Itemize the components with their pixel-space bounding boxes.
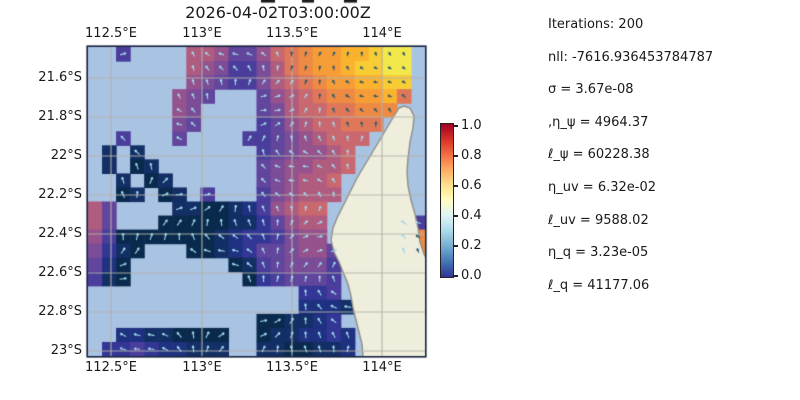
colorbar-tick-label-4: 0.2 [461,238,482,253]
colorbar-tick-label-0: 1.0 [461,118,482,133]
colorbar-tick-label-5: 0.0 [461,268,482,283]
x-tick-top-3: 114°E [362,26,402,41]
y-tick-0: 21.6°S [38,70,82,85]
x-tick-bottom-1: 113°E [182,360,222,375]
colorbar-tick-mark [454,275,458,277]
y-tick-5: 22.6°S [38,265,82,280]
y-tick-4: 22.4°S [38,226,82,241]
colorbar-tick-label-3: 0.4 [461,208,482,223]
x-tick-top-1: 113°E [182,26,222,41]
x-tick-bottom-3: 114°E [362,360,402,375]
stat-sigma: σ = 3.67e-08 [548,82,634,97]
stat-l-q: ℓ_q = 41177.06 [548,278,650,293]
colorbar-tick-mark [454,155,458,157]
colorbar-tick-mark [454,185,458,187]
colorbar-tick-mark [454,125,458,127]
stat-eta-uv: η_uv = 6.32e-02 [548,180,657,195]
x-tick-bottom-0: 112.5°E [85,360,137,375]
stat-eta-psi: ,η_ψ = 4964.37 [548,115,649,130]
y-tick-2: 22°S [50,148,82,163]
colorbar-tick-label-2: 0.6 [461,178,482,193]
colorbar-tick-mark [454,245,458,247]
stat-l-uv: ℓ_uv = 9588.02 [548,213,649,228]
stat-eta-q: η_q = 3.23e-05 [548,245,649,260]
stat-iterations: Iterations: 200 [548,17,644,32]
y-tick-3: 22.2°S [38,187,82,202]
x-tick-top-0: 112.5°E [85,26,137,41]
colorbar-tick-mark [454,215,458,217]
colorbar-tick-label-1: 0.8 [461,148,482,163]
y-tick-6: 22.8°S [38,304,82,319]
stat-nll: nll: -7616.936453784787 [548,50,714,65]
stat-l-psi: ℓ_ψ = 60228.38 [548,147,650,162]
colorbar [440,123,454,278]
y-tick-1: 21.8°S [38,109,82,124]
plot-title: 2026-04-02T03:00:00Z [185,3,371,22]
y-tick-7: 23°S [50,343,82,358]
x-tick-bottom-2: 113.5°E [266,360,318,375]
x-tick-top-2: 113.5°E [266,26,318,41]
